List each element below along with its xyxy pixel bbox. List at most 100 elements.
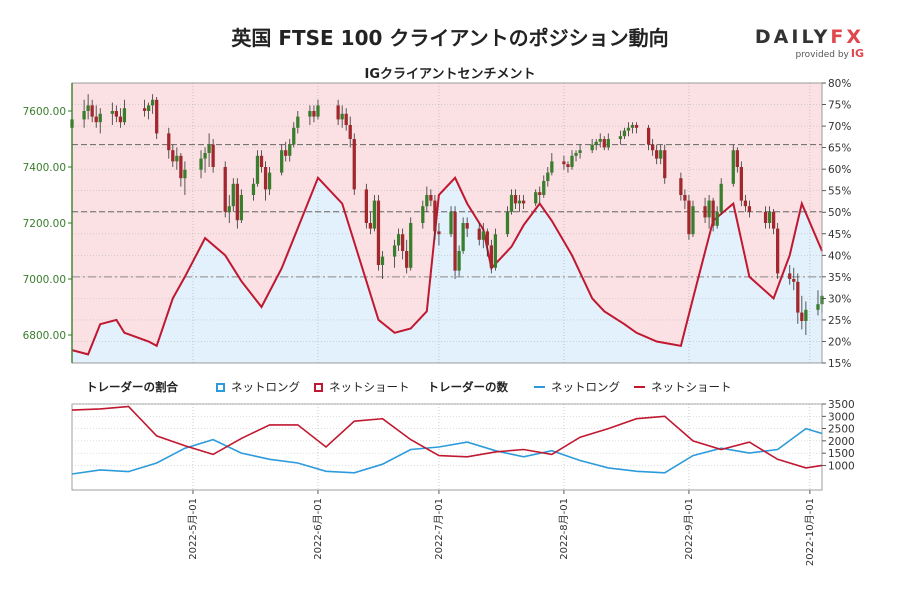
candle-body [816, 304, 820, 310]
candle-body [429, 195, 433, 201]
x-tick-label: 2022-10月-01 [804, 498, 816, 566]
percent-tick-label: 30% [828, 293, 851, 305]
candle-body [352, 139, 356, 190]
candle-body [679, 178, 683, 195]
price-tick-label: 6800.00 [23, 330, 66, 342]
candle-body [634, 125, 639, 128]
candle-body [280, 150, 284, 173]
legend-ratio-long: ネットロング [216, 379, 300, 395]
legend: トレーダーの割合 ネットロング ネットショート トレーダーの数 ネットロング ネ… [86, 379, 746, 395]
legend-box-short-icon [314, 382, 323, 392]
candle-body [425, 195, 429, 207]
candle-body [235, 183, 239, 221]
candle-body [711, 200, 715, 226]
candle-body [340, 113, 344, 120]
candle-body [90, 105, 94, 117]
dailyfx-logo: DAILYFX provided by IG [755, 26, 864, 60]
candle-body [336, 105, 340, 120]
candle-body [747, 206, 752, 212]
count-tick-label: 1000 [828, 460, 855, 472]
candle-body [372, 200, 377, 229]
candle-body [800, 312, 804, 321]
legend-ratio-long-label: ネットロング [231, 380, 300, 394]
candle-body [376, 200, 381, 265]
candle-body [396, 234, 401, 246]
candle-body [703, 206, 707, 218]
candle-body [707, 200, 711, 218]
percent-tick-label: 45% [828, 229, 851, 241]
count-tick-label: 1500 [828, 448, 855, 460]
legend-count-header: トレーダーの数 [427, 380, 509, 394]
candle-body [792, 279, 796, 282]
candle-body [110, 111, 114, 114]
candle-body [743, 200, 748, 207]
candle-body [392, 245, 397, 257]
candle-body [715, 211, 719, 226]
count-tick-label: 2000 [828, 436, 855, 448]
legend-line-short-icon [634, 386, 645, 388]
candle-body [251, 183, 256, 195]
candle-body [513, 195, 518, 204]
candle-body [542, 181, 546, 195]
percent-tick-label: 15% [828, 358, 851, 370]
candle-body [570, 155, 574, 167]
legend-ratio-header: トレーダーの割合 [86, 380, 178, 394]
candle-body [566, 164, 570, 167]
logo-daily: DAILY [754, 26, 831, 48]
ig-logo: IG [850, 47, 864, 60]
logo-wordmark: DAILYFX [755, 26, 864, 48]
candle-body [659, 150, 663, 159]
candle-body [114, 111, 118, 117]
percent-tick-label: 70% [828, 121, 851, 133]
candle-body [489, 245, 493, 268]
candle-body [183, 169, 187, 179]
candle-body [453, 211, 457, 271]
candle-body [618, 136, 623, 139]
candle-body [602, 139, 606, 148]
candle-body [691, 206, 695, 235]
percent-tick-label: 60% [828, 164, 851, 176]
candle-body [687, 200, 691, 235]
candle-body [457, 251, 461, 271]
candle-body [651, 144, 655, 151]
percent-tick-label: 80% [828, 78, 851, 90]
short-ratio-line [71, 175, 823, 356]
candle-body [171, 150, 175, 162]
legend-box-long-icon [216, 382, 225, 392]
candle-body [175, 155, 179, 162]
candle-body [267, 172, 272, 190]
candle-body [239, 195, 243, 221]
candle-body [788, 273, 792, 279]
candle-body [719, 183, 723, 212]
price-tick-label: 7200.00 [23, 218, 66, 230]
candle-body [663, 150, 667, 179]
candle-body [550, 161, 554, 173]
candle-body [380, 256, 385, 265]
candle-body [211, 144, 215, 167]
percent-tick-label: 75% [828, 100, 851, 112]
legend-ratio-short: ネットショート [314, 379, 410, 395]
candle-body [405, 251, 409, 268]
candle-body [142, 108, 147, 111]
candle-body [646, 127, 651, 145]
count-long-line [71, 427, 823, 475]
candle-body [179, 155, 183, 179]
candle-body [521, 200, 526, 204]
candle-body [259, 155, 264, 167]
candle-body [517, 200, 522, 204]
candle-body [401, 234, 405, 251]
candle-body [118, 116, 123, 123]
candle-body [578, 150, 582, 153]
long-sentiment-area [72, 177, 822, 363]
candle-body [481, 231, 485, 240]
legend-count-long-label: ネットロング [551, 380, 620, 394]
candle-body [534, 192, 538, 204]
candle-body [316, 105, 320, 117]
candle-body [598, 139, 602, 142]
candle-body [505, 211, 510, 235]
candle-body [421, 206, 425, 223]
candle-body [146, 105, 151, 111]
legend-ratio-short-label: ネットショート [329, 380, 410, 394]
candle-body [477, 228, 481, 240]
